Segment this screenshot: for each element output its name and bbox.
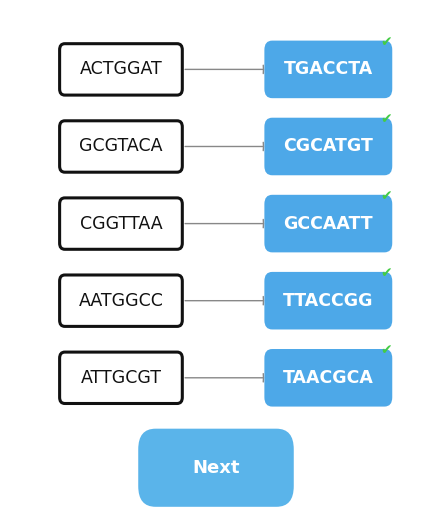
FancyBboxPatch shape xyxy=(60,275,182,326)
FancyBboxPatch shape xyxy=(264,349,392,407)
FancyBboxPatch shape xyxy=(264,195,392,252)
Text: TGACCTA: TGACCTA xyxy=(284,60,373,79)
Text: GCGTACA: GCGTACA xyxy=(79,137,163,156)
FancyBboxPatch shape xyxy=(60,352,182,403)
Text: AATGGCC: AATGGCC xyxy=(79,291,163,310)
Text: ✔: ✔ xyxy=(381,343,392,357)
Text: TTACCGG: TTACCGG xyxy=(283,291,374,310)
FancyBboxPatch shape xyxy=(264,118,392,175)
FancyBboxPatch shape xyxy=(138,429,294,507)
FancyBboxPatch shape xyxy=(60,44,182,95)
Text: ✔: ✔ xyxy=(381,266,392,280)
Text: ✔: ✔ xyxy=(381,35,392,49)
Text: ✔: ✔ xyxy=(381,189,392,203)
Text: ACTGGAT: ACTGGAT xyxy=(79,60,162,79)
FancyBboxPatch shape xyxy=(60,121,182,172)
Text: GCCAATT: GCCAATT xyxy=(283,214,373,233)
Text: CGGTTAA: CGGTTAA xyxy=(79,214,162,233)
FancyBboxPatch shape xyxy=(264,272,392,329)
Text: TAACGCA: TAACGCA xyxy=(283,369,374,387)
Text: ATTGCGT: ATTGCGT xyxy=(80,369,162,387)
Text: CGCATGT: CGCATGT xyxy=(283,137,373,156)
FancyBboxPatch shape xyxy=(264,41,392,98)
FancyBboxPatch shape xyxy=(60,198,182,249)
Text: ✔: ✔ xyxy=(381,112,392,126)
Text: Next: Next xyxy=(192,458,240,477)
